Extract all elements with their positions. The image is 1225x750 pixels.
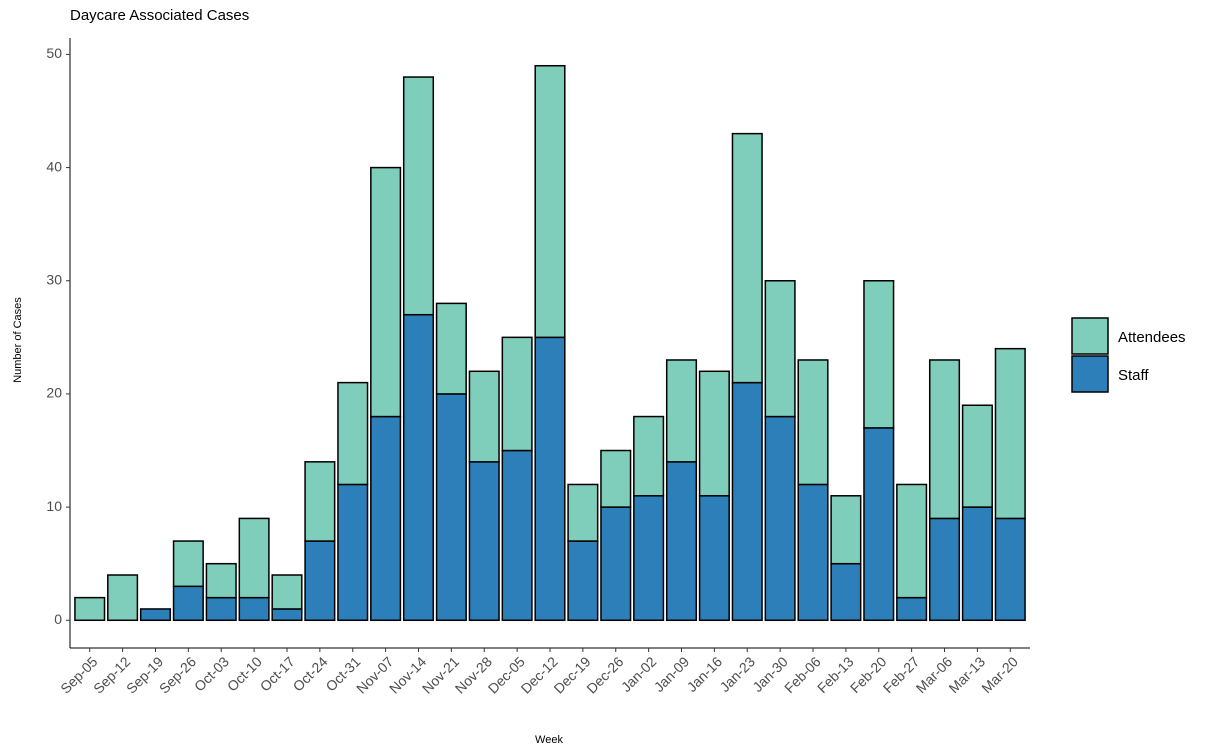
bar-segment xyxy=(501,336,533,452)
legend-text: Staff xyxy=(1118,367,1149,384)
bar-segment xyxy=(600,449,632,508)
x-tick-label: Oct-10 xyxy=(224,653,265,694)
bar-segment xyxy=(797,359,829,486)
chart-title: Daycare Associated Cases xyxy=(70,7,249,24)
bar-segment xyxy=(107,574,139,622)
bar-segment xyxy=(402,76,435,316)
bar-segment xyxy=(863,280,895,429)
bar-segment xyxy=(172,540,204,588)
bar-segment xyxy=(271,608,303,622)
bar-segment xyxy=(600,506,632,622)
x-tick-label: Oct-17 xyxy=(257,653,298,694)
x-tick-label: Jan-16 xyxy=(684,653,726,695)
y-tick-label: 20 xyxy=(46,385,62,401)
bar-segment xyxy=(797,483,829,622)
bar-segment xyxy=(337,483,369,622)
y-axis-title: Number of Cases xyxy=(12,297,24,383)
bar-segment xyxy=(698,495,730,622)
bar-segment xyxy=(435,302,467,395)
legend-swatch xyxy=(1071,355,1109,393)
y-tick-label: 10 xyxy=(46,498,62,514)
bar-segment xyxy=(370,415,402,622)
bar-segment xyxy=(534,64,566,339)
bar-segment xyxy=(139,608,172,622)
x-axis-title: Week xyxy=(535,734,563,746)
bar-segment xyxy=(304,461,336,542)
legend-swatch xyxy=(1071,317,1109,355)
x-tick-label: Dec-26 xyxy=(583,653,626,696)
legend-text: Attendees xyxy=(1118,329,1186,346)
bar-segment xyxy=(567,540,599,622)
bar-segment xyxy=(534,336,566,622)
bar-segment xyxy=(468,461,500,622)
bar-segment xyxy=(994,347,1026,520)
y-tick-label: 50 xyxy=(46,45,62,61)
x-tick-label: Mar-20 xyxy=(978,653,1021,696)
bar-segment xyxy=(172,585,204,622)
bar-segment xyxy=(567,483,599,542)
bar-segment xyxy=(896,596,928,622)
bar-segment xyxy=(633,495,665,622)
bar-segment xyxy=(961,506,993,622)
bar-segment xyxy=(238,596,270,622)
bar-segment xyxy=(961,404,993,508)
bar-segment xyxy=(74,596,106,622)
bar-segment xyxy=(928,359,961,520)
bar-segment xyxy=(402,313,435,622)
bar-segment xyxy=(501,449,533,622)
bar-segment xyxy=(731,381,763,622)
bar-segment xyxy=(764,280,796,418)
bar-segment xyxy=(665,359,698,463)
bar-segment xyxy=(764,415,796,622)
bar-segment xyxy=(896,483,928,599)
bar-segment xyxy=(698,370,730,497)
x-tick-label: Jan-09 xyxy=(651,653,693,695)
bar-segment xyxy=(830,562,862,622)
x-tick-label: Jan-02 xyxy=(618,653,660,695)
y-tick-label: 40 xyxy=(46,158,62,174)
bar-segment xyxy=(337,381,369,486)
y-tick-label: 30 xyxy=(46,271,62,287)
bar-segment xyxy=(238,517,270,599)
bar-segment xyxy=(435,393,467,622)
bar-segment xyxy=(731,132,763,384)
x-tick-label: Sep-26 xyxy=(156,653,199,696)
bar-segment xyxy=(994,517,1026,622)
bar-segment xyxy=(830,495,862,565)
bar-segment xyxy=(271,574,303,610)
bar-segment xyxy=(304,540,336,622)
x-tick-label: Oct-24 xyxy=(290,653,331,694)
bar-segment xyxy=(665,461,698,622)
bar-segment xyxy=(863,427,895,622)
bar-segment xyxy=(205,596,237,622)
bar-segment xyxy=(370,166,402,418)
bar-segment xyxy=(928,517,961,622)
x-tick-label: Oct-03 xyxy=(191,653,232,694)
y-tick-label: 0 xyxy=(54,611,62,627)
bar-segment xyxy=(633,415,665,497)
bar-segment xyxy=(205,562,237,599)
x-tick-label: Jan-23 xyxy=(716,653,758,695)
bar-segment xyxy=(468,370,500,463)
